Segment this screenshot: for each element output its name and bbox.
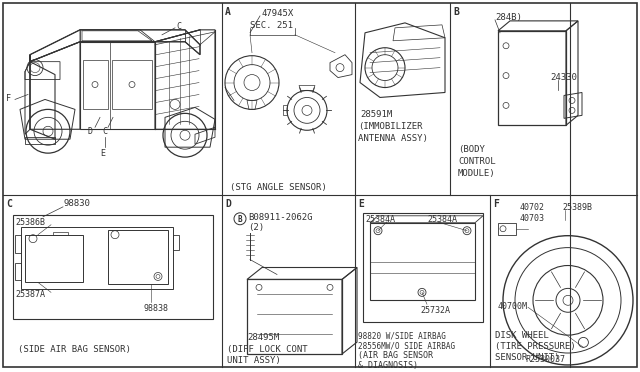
Text: R2530037: R2530037 (525, 355, 565, 364)
Text: 40702: 40702 (520, 203, 545, 212)
Text: E: E (358, 199, 364, 209)
Text: F: F (6, 94, 11, 103)
Bar (83, 60, 108, 109)
Text: 25732A: 25732A (420, 306, 450, 315)
Text: SENSOR UNIT): SENSOR UNIT) (495, 353, 559, 362)
Text: D: D (225, 199, 231, 209)
Bar (13, 215, 213, 319)
Text: (AIR BAG SENSOR: (AIR BAG SENSOR (358, 351, 433, 360)
Text: B08911-2062G: B08911-2062G (248, 213, 312, 222)
Text: UNIT ASSY): UNIT ASSY) (227, 356, 281, 365)
Text: 28556MW/O SIDE AIRBAG: 28556MW/O SIDE AIRBAG (358, 341, 455, 350)
Text: C: C (102, 127, 107, 136)
Text: 24330: 24330 (550, 73, 577, 81)
Text: B: B (237, 215, 242, 224)
Text: C: C (6, 199, 12, 209)
Text: 40703: 40703 (520, 214, 545, 223)
Text: A: A (225, 7, 231, 17)
Text: & DIAGNOSIS): & DIAGNOSIS) (358, 361, 418, 370)
Bar (363, 213, 483, 322)
Text: 25389B: 25389B (562, 203, 592, 212)
Text: B: B (453, 7, 459, 17)
Text: 25384A: 25384A (427, 215, 457, 224)
Text: SEC. 251: SEC. 251 (250, 21, 293, 30)
Text: (STG ANGLE SENSOR): (STG ANGLE SENSOR) (230, 183, 327, 192)
Text: DISK WHEEL: DISK WHEEL (495, 331, 548, 340)
Text: 98830: 98830 (63, 199, 90, 208)
Text: (SIDE AIR BAG SENSOR): (SIDE AIR BAG SENSOR) (18, 345, 131, 354)
Text: 28495M: 28495M (247, 333, 279, 342)
Text: 98820 W/SIDE AIRBAG: 98820 W/SIDE AIRBAG (358, 331, 446, 340)
Text: 284B): 284B) (495, 13, 522, 22)
Text: (IMMOBILIZER: (IMMOBILIZER (358, 122, 422, 131)
Text: (BODY: (BODY (458, 145, 485, 154)
Text: ANTENNA ASSY): ANTENNA ASSY) (358, 134, 428, 143)
Text: E: E (100, 149, 105, 158)
Bar (112, 60, 152, 109)
Text: (2): (2) (248, 223, 264, 232)
Text: 25386B: 25386B (15, 218, 45, 227)
Text: 25387A: 25387A (15, 291, 45, 299)
Bar (498, 223, 516, 235)
Text: 28591M: 28591M (360, 110, 392, 119)
Text: D: D (88, 127, 93, 136)
Text: CONTROL: CONTROL (458, 157, 495, 166)
Text: (DIFF LOCK CONT: (DIFF LOCK CONT (227, 345, 308, 354)
Text: F: F (493, 199, 499, 209)
Text: 25384A: 25384A (365, 215, 395, 224)
Text: 47945X: 47945X (262, 9, 294, 18)
Text: (TIRE PRESSURE): (TIRE PRESSURE) (495, 342, 575, 351)
Text: 40700M: 40700M (498, 302, 528, 311)
Text: 98838: 98838 (143, 304, 168, 313)
Text: C: C (176, 22, 181, 31)
Text: MODULE): MODULE) (458, 169, 495, 178)
